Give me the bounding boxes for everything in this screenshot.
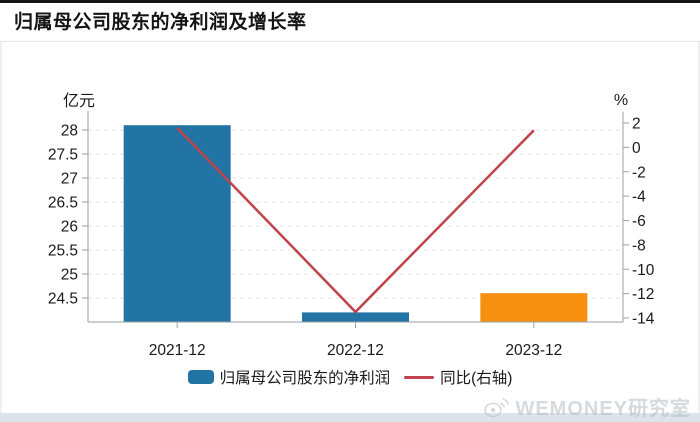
card-edge-right [698, 42, 700, 422]
right-tick-label: 2 [632, 116, 641, 133]
left-tick-label: 27.5 [48, 147, 78, 164]
title-separator [0, 41, 700, 42]
top-border [0, 0, 700, 3]
x-tick-label: 2022-12 [327, 342, 384, 359]
card-edge-left [0, 42, 2, 422]
yoy-line [176, 127, 535, 314]
legend-item-yoy[interactable]: 同比(右轴) [404, 366, 512, 388]
left-tick-label: 26 [61, 219, 78, 236]
x-tick-label: 2021-12 [149, 342, 206, 359]
right-tick-label: -8 [632, 237, 646, 254]
line-series-swatch-icon [404, 375, 435, 379]
legend-item-net-profit[interactable]: 归属母公司股东的净利润 [187, 366, 391, 388]
page-title: 归属母公司股东的净利润及增长率 [14, 12, 307, 33]
right-tick-label: -2 [632, 164, 646, 181]
left-axis-unit: 亿元 [63, 92, 95, 110]
left-tick-label: 25 [61, 267, 78, 284]
bottom-strip [0, 413, 700, 422]
left-tick-label: 26.5 [48, 195, 78, 212]
x-axis: 2021-12 2022-12 2023-12 [149, 322, 562, 359]
bar-series-swatch-icon [187, 370, 214, 384]
right-tick-label: -6 [632, 213, 646, 230]
left-tick-label: 28 [61, 123, 78, 140]
left-axis: 24.5 25 25.5 26 26.5 27 27.5 28 亿元 [48, 92, 95, 308]
right-tick-label: -4 [632, 189, 646, 206]
watermark: WEMONEY研究室 [483, 392, 691, 421]
right-tick-label: -14 [632, 311, 655, 328]
right-axis: 2 0 -2 -4 -6 -8 -10 -12 -14% [614, 92, 655, 328]
watermark-text: WEMONEY研究室 [515, 398, 691, 420]
bar-2022-12 [302, 312, 409, 322]
left-tick-label: 27 [61, 171, 78, 188]
right-tick-label: 0 [632, 140, 641, 157]
bar-2021-12 [123, 125, 231, 322]
legend-bar-label: 归属母公司股东的净利润 [219, 370, 391, 387]
left-tick-label: 24.5 [48, 291, 78, 308]
bar-series [123, 125, 588, 322]
bar-2023-12 [480, 293, 588, 322]
legend-line-label: 同比(右轴) [440, 370, 513, 387]
left-tick-label: 25.5 [48, 243, 78, 260]
right-axis-unit: % [614, 92, 628, 109]
weibo-icon [484, 397, 510, 417]
chart-legend: 归属母公司股东的净利润 同比(右轴) [0, 367, 700, 387]
x-tick-label: 2023-12 [505, 342, 562, 359]
right-tick-label: -12 [632, 286, 654, 303]
right-tick-label: -10 [632, 262, 655, 279]
